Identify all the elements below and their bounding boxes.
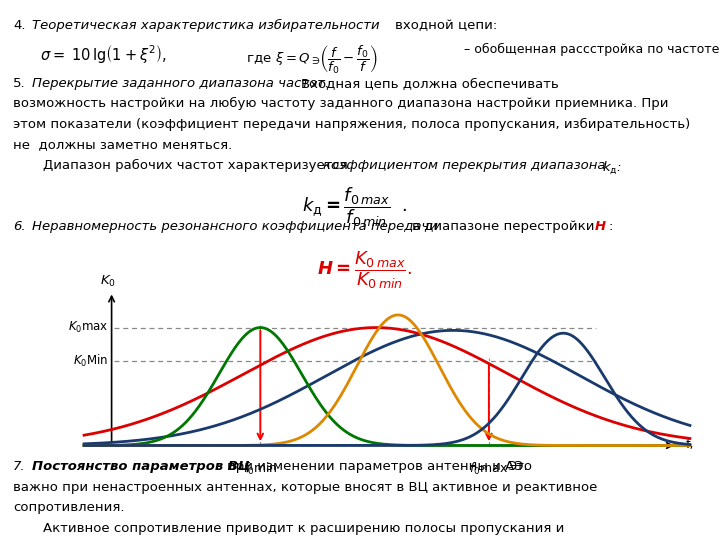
Text: где $\xi = Q_{\ni}\!\left(\dfrac{f}{f_0}-\dfrac{f_0}{f}\right)$: где $\xi = Q_{\ni}\!\left(\dfrac{f}{f_0}… bbox=[230, 43, 378, 76]
Text: 7.: 7. bbox=[13, 460, 26, 473]
Text: важно при ненастроенных антеннах, которые вносят в ВЦ активное и реактивное: важно при ненастроенных антеннах, которы… bbox=[13, 481, 598, 494]
Text: коэффициентом перекрытия диапазона: коэффициентом перекрытия диапазона bbox=[323, 159, 609, 172]
Text: возможность настройки на любую частоту заданного диапазона настройки приемника. : возможность настройки на любую частоту з… bbox=[13, 97, 668, 110]
Text: Диапазон рабочих частот характеризуется: Диапазон рабочих частот характеризуется bbox=[43, 159, 352, 172]
Text: – обобщенная расcстройка по частоте.: – обобщенная расcстройка по частоте. bbox=[464, 43, 720, 56]
Text: $K_0$: $K_0$ bbox=[100, 274, 116, 289]
Text: входной цепи:: входной цепи: bbox=[395, 19, 497, 32]
Text: $\sigma = \;10\,\lg\!\left(1+\xi^2\right),$: $\sigma = \;10\,\lg\!\left(1+\xi^2\right… bbox=[40, 43, 166, 65]
Text: :: : bbox=[608, 220, 613, 233]
Text: Перекрытие заданного диапазона частот.: Перекрытие заданного диапазона частот. bbox=[32, 77, 330, 90]
Text: при изменении параметров антенны и АЭ.: при изменении параметров антенны и АЭ. bbox=[227, 460, 528, 473]
Text: H: H bbox=[595, 220, 606, 233]
Text: не  должны заметно меняться.: не должны заметно меняться. bbox=[13, 138, 233, 151]
Text: $\boldsymbol{k_{\rm д}=\dfrac{f_{0\,max}}{f_{0\,min}}}$  .: $\boldsymbol{k_{\rm д}=\dfrac{f_{0\,max}… bbox=[302, 185, 408, 229]
Text: 4.: 4. bbox=[13, 19, 25, 32]
Text: $f_0$min: $f_0$min bbox=[243, 461, 278, 477]
Text: Постоянство параметров ВЦ: Постоянство параметров ВЦ bbox=[32, 460, 251, 473]
Text: Неравномерность резонансного коэффициента передачи: Неравномерность резонансного коэффициент… bbox=[32, 220, 438, 233]
Text: f,: f, bbox=[685, 438, 694, 451]
Text: сопротивления.: сопротивления. bbox=[13, 501, 125, 514]
Text: этом показатели (коэффициент передачи напряжения, полоса пропускания, избиратель: этом показатели (коэффициент передачи на… bbox=[13, 118, 690, 131]
Text: Активное сопротивление приводит к расширению полосы пропускания и: Активное сопротивление приводит к расшир… bbox=[43, 522, 564, 535]
Text: 5.: 5. bbox=[13, 77, 26, 90]
Text: $K_0$Min: $K_0$Min bbox=[73, 353, 108, 369]
Text: $\boldsymbol{k_{\rm д}}$:: $\boldsymbol{k_{\rm д}}$: bbox=[602, 159, 622, 176]
Text: $\boldsymbol{H = \dfrac{K_{0\,max}}{K_{0\,min}}}.$: $\boldsymbol{H = \dfrac{K_{0\,max}}{K_{0… bbox=[317, 249, 412, 291]
Text: Входная цепь должна обеспечивать: Входная цепь должна обеспечивать bbox=[301, 77, 559, 90]
Text: $K_0$max: $K_0$max bbox=[68, 320, 108, 335]
Text: 6.: 6. bbox=[13, 220, 26, 233]
Text: Это: Это bbox=[507, 460, 532, 473]
Text: Теоретическая характеристика избирательности: Теоретическая характеристика избирательн… bbox=[32, 19, 380, 32]
Text: в диапазоне перестройки: в диапазоне перестройки bbox=[412, 220, 594, 233]
Text: $f_0$max: $f_0$max bbox=[469, 461, 508, 477]
